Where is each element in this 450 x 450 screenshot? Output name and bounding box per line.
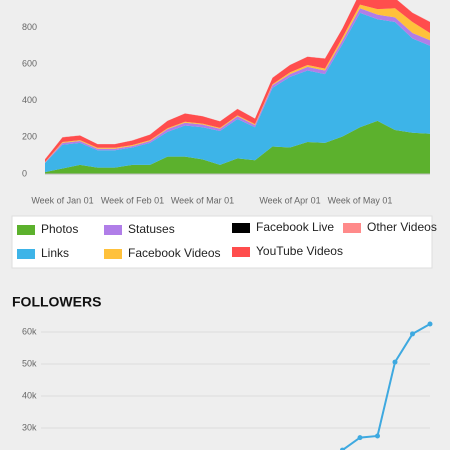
point xyxy=(427,321,433,327)
x-tick-label: Week of Mar 01 xyxy=(171,195,234,205)
y-tick-label: 0 xyxy=(22,168,27,178)
x-tick-label: Week of Jan 01 xyxy=(31,195,93,205)
y-tick-label: 400 xyxy=(22,95,37,105)
x-tick-label: Week of Feb 01 xyxy=(101,195,164,205)
legend-label: Facebook Live xyxy=(256,220,334,234)
legend-swatch xyxy=(232,247,250,257)
legend-swatch xyxy=(17,225,35,235)
legend-swatch xyxy=(232,223,250,233)
legend-swatch xyxy=(104,225,122,235)
legend-swatch xyxy=(104,249,122,259)
legend-label: Links xyxy=(41,246,69,260)
line xyxy=(341,323,431,450)
legend-swatch xyxy=(17,249,35,259)
legend-label: YouTube Videos xyxy=(256,244,343,258)
y-tick-label: 30k xyxy=(22,422,37,432)
y-tick-label: 40k xyxy=(22,390,37,400)
y-tick-label: 60k xyxy=(22,326,37,336)
legend-label: Photos xyxy=(41,222,78,236)
point xyxy=(392,359,398,365)
y-tick-label: 600 xyxy=(22,58,37,68)
legend-swatch xyxy=(343,223,361,233)
x-tick-label: Week of May 01 xyxy=(328,195,393,205)
legend-label: Other Videos xyxy=(367,220,437,234)
x-tick-label: Week of Apr 01 xyxy=(259,195,320,205)
chart-title: FOLLOWERS xyxy=(12,294,101,310)
area xyxy=(45,12,430,173)
point xyxy=(340,447,345,450)
y-tick-label: 200 xyxy=(22,132,37,142)
area xyxy=(45,120,430,174)
point xyxy=(410,331,415,337)
point xyxy=(357,435,363,441)
point xyxy=(375,433,380,439)
legend-label: Statuses xyxy=(128,222,175,236)
legend-label: Facebook Videos xyxy=(128,246,221,260)
y-tick-label: 50k xyxy=(22,358,37,368)
legend-box xyxy=(11,215,433,269)
y-tick-label: 800 xyxy=(22,22,37,32)
